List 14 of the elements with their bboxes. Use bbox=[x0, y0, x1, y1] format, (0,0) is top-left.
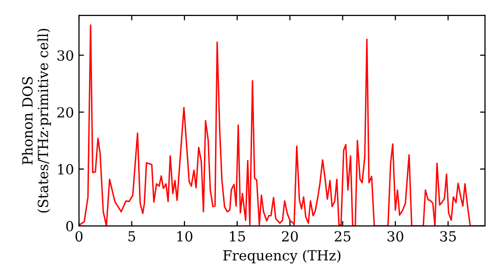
x-axis-title: Frequency (THz) bbox=[223, 250, 340, 264]
y-tick-label: 30 bbox=[58, 50, 74, 61]
x-tick-label: 15 bbox=[230, 231, 245, 242]
x-tick-label: 30 bbox=[388, 231, 404, 242]
x-tick-label: 0 bbox=[75, 231, 82, 242]
x-tick-label: 5 bbox=[128, 231, 136, 242]
y-tick-label: 20 bbox=[57, 107, 74, 118]
x-tick-label: 10 bbox=[177, 231, 192, 242]
x-tick-label: 35 bbox=[440, 231, 456, 242]
x-tick-label: 25 bbox=[334, 231, 350, 242]
y-tick-label: 10 bbox=[58, 164, 74, 175]
y-tick-label: 0 bbox=[66, 220, 74, 232]
y-axis-title: Phonon DOS (States/THz·primitive cell) bbox=[22, 28, 51, 213]
x-tick-label: 20 bbox=[282, 231, 298, 242]
